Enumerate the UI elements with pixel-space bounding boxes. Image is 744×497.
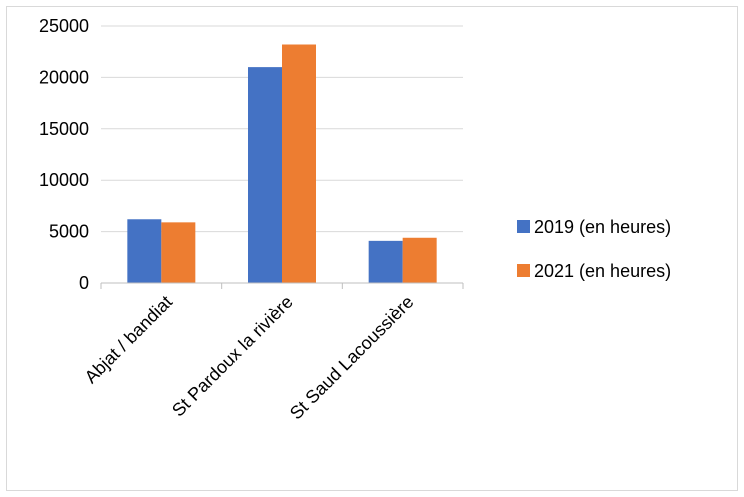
bar-series1 [368,240,403,283]
bar-series2 [282,44,316,284]
bar-series1 [248,67,282,283]
y-axis-tick-labels: 0 5000 10000 15000 20000 25000 [39,16,89,293]
bars [127,44,437,284]
y-tick-label: 20000 [39,67,89,87]
y-tick-label: 0 [79,273,89,293]
legend-swatch [517,220,530,233]
bar-chart: 0 5000 10000 15000 20000 25000 Abjat / bandia… [39,16,671,424]
y-tick-label: 5000 [49,222,89,242]
chart-frame: 0 5000 10000 15000 20000 25000 Abjat / bandia… [6,6,738,491]
x-category-label: St Saud Lacoussière [286,292,418,424]
bar-series2 [161,222,196,283]
x-axis [100,282,464,289]
bar-series1 [127,219,162,283]
legend-label: 2019 (en heures) [534,217,671,237]
legend-swatch [517,264,530,277]
legend-label: 2021 (en heures) [534,261,671,281]
y-tick-label: 10000 [39,170,89,190]
y-tick-label: 25000 [39,16,89,36]
y-tick-label: 15000 [39,119,89,139]
bar-series2 [402,237,437,283]
x-category-label: St Pardoux la rivière [168,292,297,421]
x-category-label: Abjat / bandiat [81,292,177,388]
legend: 2019 (en heures) 2021 (en heures) [517,217,671,281]
